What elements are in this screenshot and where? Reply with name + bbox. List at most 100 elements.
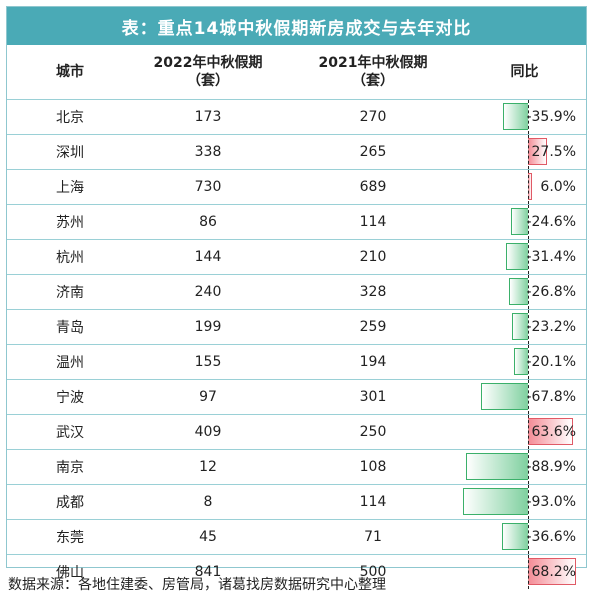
negative-data-bar [509, 278, 528, 305]
value-2022-cell: 240 [194, 284, 222, 300]
table-row: 深圳 338 265 27.5% [7, 135, 586, 170]
city-cell: 南京 [56, 460, 84, 476]
ratio-cell: 27.5% [463, 135, 586, 169]
negative-data-bar [513, 348, 528, 375]
negative-data-bar [465, 453, 528, 480]
table-header: 城市 2022年中秋假期 （套） 2021年中秋假期 （套） 同比 [7, 45, 586, 100]
value-2021-cell: 500 [359, 564, 387, 580]
positive-data-bar [528, 173, 533, 200]
ratio-cell: 68.2% [463, 555, 586, 589]
data-bar-axis [528, 240, 529, 274]
table-row: 东莞 45 71 -36.6% [7, 520, 586, 555]
value-2022-cell: 199 [194, 319, 222, 335]
city-cell: 成都 [56, 495, 84, 511]
negative-data-bar [511, 313, 528, 340]
positive-data-bar [528, 558, 576, 585]
data-bar-axis [528, 310, 529, 344]
data-bar-axis [528, 345, 529, 379]
data-bar-axis [528, 205, 529, 239]
positive-data-bar [528, 138, 548, 165]
table-row: 南京 12 108 -88.9% [7, 450, 586, 485]
table-row: 济南 240 328 -26.8% [7, 275, 586, 310]
value-2021-cell: 71 [364, 529, 382, 545]
ratio-value: -24.6% [526, 214, 576, 230]
data-bar-axis [528, 450, 529, 484]
city-cell: 青岛 [56, 320, 84, 336]
ratio-value: -23.2% [526, 319, 576, 335]
header-city: 城市 [56, 64, 84, 80]
table-row: 苏州 86 114 -24.6% [7, 205, 586, 240]
city-cell: 北京 [56, 110, 84, 126]
value-2021-cell: 210 [359, 249, 387, 265]
value-2021-cell: 689 [359, 179, 387, 195]
ratio-cell: -31.4% [463, 240, 586, 274]
ratio-value: -26.8% [526, 284, 576, 300]
ratio-value: 63.6% [531, 424, 576, 440]
header-2022-unit: （套） [187, 73, 229, 89]
table-row: 上海 730 689 6.0% [7, 170, 586, 205]
ratio-value: 6.0% [540, 179, 576, 195]
header-2022-title: 2022年中秋假期 [153, 55, 263, 71]
value-2021-cell: 114 [359, 494, 387, 510]
value-2022-cell: 97 [199, 389, 217, 405]
header-2021-unit: （套） [352, 73, 394, 89]
value-2021-cell: 259 [359, 319, 387, 335]
ratio-value: 68.2% [531, 564, 576, 580]
value-2022-cell: 45 [199, 529, 217, 545]
comparison-table: 表：重点14城中秋假期新房成交与去年对比 城市 2022年中秋假期 （套） 202… [6, 6, 587, 589]
value-2021-cell: 265 [359, 144, 387, 160]
city-cell: 东莞 [56, 530, 84, 546]
city-cell: 苏州 [56, 215, 84, 231]
ratio-cell: -93.0% [462, 485, 586, 519]
negative-data-bar [506, 243, 528, 270]
data-bar-axis [528, 100, 529, 134]
ratio-cell: -88.9% [463, 450, 586, 484]
value-2022-cell: 8 [203, 494, 213, 510]
city-cell: 济南 [56, 285, 84, 301]
data-bar-axis [528, 275, 529, 309]
value-2021-cell: 114 [359, 214, 387, 230]
negative-data-bar [462, 488, 528, 515]
ratio-cell: 6.0% [463, 170, 586, 204]
city-cell: 温州 [56, 355, 84, 371]
ratio-cell: -20.1% [463, 345, 586, 379]
value-2022-cell: 173 [194, 109, 222, 125]
ratio-value: -67.8% [526, 389, 576, 405]
negative-data-bar [480, 383, 528, 410]
data-bar-axis [528, 415, 529, 449]
table-row: 温州 155 194 -20.1% [7, 345, 586, 380]
data-bar-axis [528, 380, 529, 414]
header-2021-title: 2021年中秋假期 [318, 55, 428, 71]
ratio-value: 27.5% [531, 144, 576, 160]
value-2022-cell: 12 [199, 459, 217, 475]
table-body: 北京 173 270 -35.9% 深圳 338 265 27.5% 上海 730 689 6.0% 苏… [7, 100, 586, 589]
value-2022-cell: 144 [194, 249, 222, 265]
data-bar-axis [528, 170, 529, 204]
data-bar-axis [528, 485, 529, 519]
value-2021-cell: 270 [359, 109, 387, 125]
ratio-value: -35.9% [526, 109, 576, 125]
city-cell: 武汉 [56, 425, 84, 441]
negative-data-bar [510, 208, 528, 235]
header-ratio: 同比 [510, 64, 539, 80]
table-row: 杭州 144 210 -31.4% [7, 240, 586, 275]
ratio-cell: -24.6% [463, 205, 586, 239]
table-row: 武汉 409 250 63.6% [7, 415, 586, 450]
value-2022-cell: 155 [194, 354, 222, 370]
positive-data-bar [528, 418, 573, 445]
value-2021-cell: 250 [359, 424, 387, 440]
ratio-value: -31.4% [526, 249, 576, 265]
source-note: 数据来源：各地住建委、房管局，诸葛找房数据研究中心整理 [8, 577, 386, 593]
header-2021: 2021年中秋假期 （套） [283, 45, 463, 99]
data-bar-axis [528, 135, 529, 169]
data-bar-axis [528, 555, 529, 589]
data-bar-axis [528, 520, 529, 554]
city-cell: 深圳 [56, 145, 84, 161]
table-row: 佛山 841 500 68.2% [7, 555, 586, 589]
ratio-cell: -35.9% [463, 100, 586, 134]
ratio-value: -36.6% [526, 529, 576, 545]
ratio-value: -88.9% [526, 459, 576, 475]
value-2022-cell: 730 [194, 179, 222, 195]
city-cell: 佛山 [56, 565, 84, 581]
ratio-cell: 63.6% [463, 415, 586, 449]
